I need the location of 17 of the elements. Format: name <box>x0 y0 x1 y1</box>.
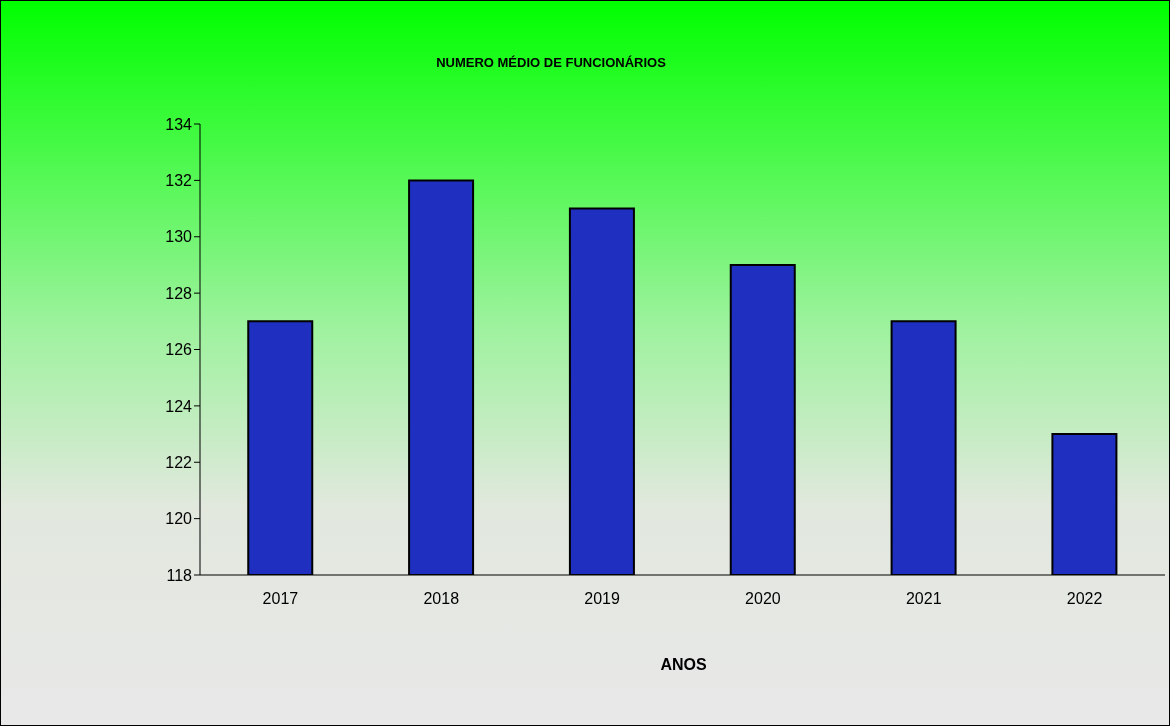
y-tick-label: 122 <box>165 453 193 471</box>
x-tick-label: 2018 <box>423 590 460 608</box>
x-tick-label: 2017 <box>262 590 299 608</box>
y-tick-label: 130 <box>165 228 193 246</box>
x-axis-title: ANOS <box>659 656 708 674</box>
chart-title: NUMERO MÉDIO DE FUNCIONÁRIOS <box>435 55 667 70</box>
x-tick-label: 2019 <box>584 590 620 608</box>
x-tick-label: 2021 <box>905 590 942 608</box>
y-tick-label: 128 <box>165 284 193 302</box>
y-tick-label: 120 <box>165 510 193 528</box>
y-tick-label: 126 <box>165 341 193 359</box>
y-tick-label: 134 <box>165 115 193 133</box>
x-tick-label: 2020 <box>745 590 781 608</box>
x-tick-label: 2022 <box>1066 590 1103 608</box>
y-tick-label: 124 <box>165 397 193 415</box>
y-tick-label: 118 <box>166 566 193 584</box>
y-tick-label: 132 <box>165 172 193 190</box>
